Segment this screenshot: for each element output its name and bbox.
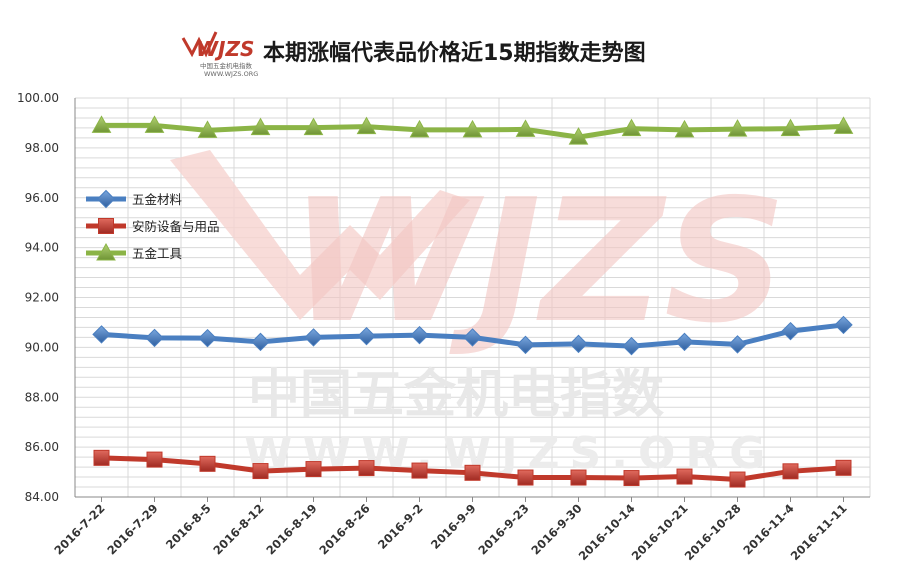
data-point [464,464,481,481]
data-point [515,119,536,137]
data-point [622,336,641,356]
x-tick-label: 2016-11-4 [740,501,796,557]
legend-item: 五金工具 [86,242,183,261]
legend-marker [96,189,116,209]
data-point [357,326,376,346]
logo-subtitle: 中国五金机电指数 [200,61,253,70]
data-point [252,463,269,480]
data-point [570,469,587,486]
x-tick-label: 2016-9-9 [428,501,479,552]
legend-marker [98,218,114,234]
y-tick-label: 88.00 [25,390,59,404]
y-tick-label: 86.00 [25,440,59,454]
data-point [197,120,218,138]
x-tick-label: 2016-9-23 [475,501,531,557]
watermark-cn: 中国五金机电指数 [248,365,664,425]
legend-item: 安防设备与用品 [86,218,220,234]
data-point [676,468,693,485]
x-tick-label: 2016-8-12 [210,501,266,557]
series-1 [92,315,853,356]
data-point [462,119,483,138]
series-3 [91,115,854,145]
data-point [145,328,164,348]
data-point [780,118,801,137]
y-tick-label: 94.00 [25,241,59,255]
data-point [782,463,799,480]
legend-label: 安防设备与用品 [132,219,220,234]
logo-url: WWW.WJZS.ORG [204,70,258,78]
data-point [91,115,112,133]
data-point [623,470,640,487]
data-point [356,116,377,135]
data-point [305,461,322,478]
x-tick-label: 2016-10-28 [682,501,744,563]
data-point [781,321,800,341]
data-point [410,325,429,345]
y-tick-label: 90.00 [25,340,59,354]
series-2 [93,449,852,488]
data-point [93,449,110,466]
data-point [674,119,695,138]
data-point [621,118,642,137]
x-tick-label: 2016-9-30 [528,501,584,557]
data-point [358,460,375,477]
legend-item: 五金材料 [86,189,183,209]
legend-marker [96,242,116,261]
data-point [517,469,534,486]
logo-swoosh-icon [181,31,218,58]
data-point [251,332,270,352]
data-point [675,332,694,352]
x-tick-label: 2016-8-5 [163,501,214,552]
legend-label: 五金工具 [132,246,183,261]
logo-text: WJZS [196,37,254,61]
data-point [198,328,217,348]
x-tick-label: 2016-8-19 [263,501,319,557]
watermark-swoosh-icon [170,150,470,320]
legend-label: 五金材料 [132,192,183,207]
data-point [728,335,747,354]
data-point [729,471,746,488]
data-point [835,459,852,476]
y-tick-label: 96.00 [25,191,59,205]
x-tick-label: 2016-8-26 [316,501,372,557]
data-point [92,325,111,344]
y-tick-label: 92.00 [25,291,59,305]
data-point [727,119,748,137]
data-point [569,334,588,354]
data-point [834,315,853,335]
y-tick-label: 100.00 [17,91,59,105]
data-point [411,462,428,479]
data-point [303,117,324,136]
x-tick-label: 2016-7-22 [51,501,107,557]
data-point [463,328,482,347]
data-point [833,116,854,134]
chart-title: 本期涨幅代表品价格近15期指数走势图 [263,40,646,66]
x-tick-label: 2016-9-2 [375,501,426,552]
y-tick-label: 98.00 [25,141,59,155]
y-tick-label: 84.00 [25,490,59,504]
data-point [250,117,271,136]
data-point [144,115,165,133]
x-tick-label: 2016-7-29 [104,501,160,557]
data-point [516,335,535,355]
data-point [409,119,430,138]
data-point [199,455,216,472]
watermark-big: WJZS [290,163,786,361]
logo: WJZS 中国五金机电指数 WWW.WJZS.ORG [181,31,258,78]
data-point [304,328,323,347]
x-tick-label: 2016-11-11 [788,501,850,563]
data-point [568,127,589,145]
series-layer [91,115,854,488]
data-point [146,451,163,468]
